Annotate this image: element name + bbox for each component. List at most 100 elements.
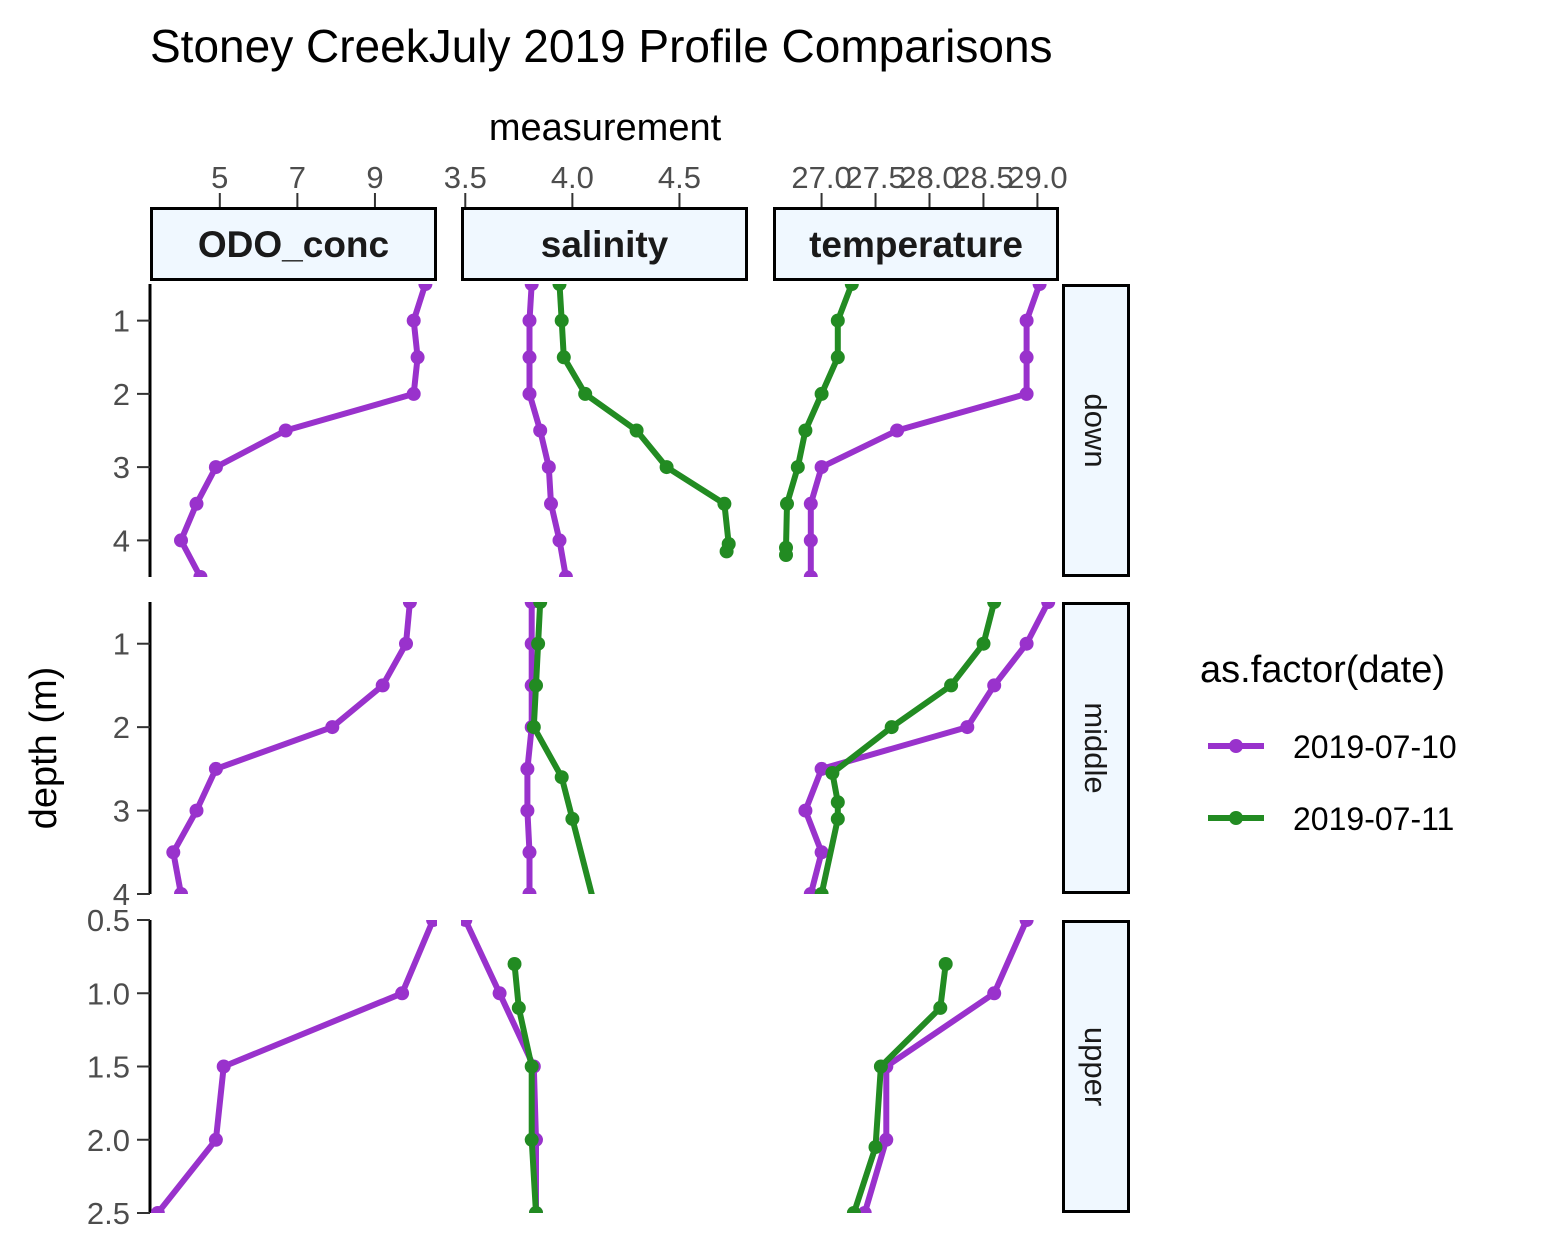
data-point-2019-07-11-salinity-upper-2 (524, 1059, 539, 1074)
series-line-2019-07-10-odo-conc-upper (154, 920, 437, 1213)
strip-label-upper: upper (1078, 1027, 1113, 1106)
data-point-2019-07-11-temperature-middle-5 (830, 795, 845, 810)
data-point-2019-07-10-salinity-middle-7 (522, 887, 537, 894)
panel-salinity-middle (520, 602, 595, 894)
y-axis-title: depth (m) (23, 667, 65, 830)
strip-label-temperature: temperature (809, 224, 1023, 265)
x-tick-label-temperature-27-5: 27.5 (845, 160, 905, 195)
panel-odo-conc-middle (166, 602, 417, 894)
strip-label-middle: middle (1078, 702, 1113, 793)
data-point-2019-07-10-temperature-upper-4 (857, 1206, 872, 1213)
data-point-2019-07-10-odo-conc-middle-6 (166, 845, 181, 860)
data-point-2019-07-11-salinity-middle-4 (554, 770, 569, 785)
data-point-2019-07-11-temperature-upper-1 (933, 1000, 948, 1015)
x-tick-label-odo-conc-9: 9 (366, 160, 383, 195)
panel-salinity-upper (461, 920, 543, 1213)
y-tick-label-middle-4: 4 (113, 877, 130, 912)
y-tick-label-down-2: 2 (113, 377, 130, 412)
data-point-2019-07-10-odo-conc-upper-2 (216, 1059, 231, 1074)
legend-label-2019-07-11: 2019-07-11 (1293, 801, 1454, 837)
data-point-2019-07-11-temperature-down-1 (830, 313, 845, 328)
strip-odo-conc (150, 207, 437, 281)
data-point-2019-07-10-temperature-down-3 (1019, 386, 1034, 401)
x-tick-label-temperature-29: 29.0 (1007, 160, 1067, 195)
data-point-2019-07-11-salinity-down-8 (719, 544, 734, 559)
data-point-2019-07-10-odo-conc-middle-5 (189, 803, 204, 818)
data-point-2019-07-10-salinity-down-7 (552, 533, 567, 548)
data-point-2019-07-11-salinity-middle-0 (533, 602, 548, 609)
series-line-2019-07-10-odo-conc-down (178, 284, 429, 577)
data-point-2019-07-11-temperature-middle-4 (825, 766, 840, 780)
x-tick-label-temperature-28-5: 28.5 (953, 160, 1013, 195)
data-point-2019-07-11-temperature-down-4 (798, 423, 813, 438)
legend-label-2019-07-10: 2019-07-10 (1293, 729, 1457, 765)
data-point-2019-07-11-temperature-middle-3 (884, 720, 899, 735)
y-tick-label-upper-1: 1.0 (87, 976, 130, 1011)
data-point-2019-07-10-salinity-down-4 (533, 423, 548, 438)
data-point-2019-07-11-salinity-middle-1 (531, 636, 546, 651)
series-line-2019-07-11-temperature-upper (850, 961, 949, 1213)
y-tick-label-upper-0-5: 0.5 (87, 903, 130, 938)
data-point-2019-07-11-salinity-down-3 (578, 386, 593, 401)
legend-marker-2019-07-10 (1229, 739, 1243, 753)
y-tick-label-middle-1: 1 (113, 627, 130, 662)
data-point-2019-07-11-temperature-down-0 (844, 284, 859, 291)
data-point-2019-07-11-salinity-middle-3 (526, 720, 541, 735)
chart-title: Stoney CreekJuly 2019 Profile Comparison… (150, 20, 1053, 72)
strip-down (1062, 284, 1130, 577)
panel-temperature-down (779, 284, 1047, 577)
data-point-2019-07-11-temperature-down-5 (790, 460, 805, 475)
data-point-2019-07-10-odo-conc-middle-4 (208, 761, 223, 776)
data-point-2019-07-10-temperature-middle-4 (814, 761, 829, 776)
data-point-2019-07-10-temperature-down-1 (1019, 313, 1034, 328)
panel-odo-conc-upper (150, 920, 437, 1213)
data-point-2019-07-10-odo-conc-down-0 (418, 284, 433, 291)
data-point-2019-07-10-temperature-middle-2 (987, 678, 1002, 693)
legend-title: as.factor(date) (1200, 649, 1445, 691)
data-point-2019-07-10-temperature-upper-3 (879, 1132, 894, 1147)
x-axis-title: measurement (489, 107, 722, 149)
panel-temperature-middle (798, 602, 1056, 894)
data-point-2019-07-11-salinity-upper-0 (507, 957, 522, 971)
data-point-2019-07-10-salinity-down-2 (522, 350, 537, 365)
data-point-2019-07-10-odo-conc-down-6 (189, 496, 204, 511)
x-tick-label-salinity-4: 4.0 (551, 160, 594, 195)
y-tick-label-down-1: 1 (113, 304, 130, 339)
data-point-2019-07-11-salinity-down-1 (554, 313, 569, 328)
data-point-2019-07-10-temperature-middle-3 (960, 720, 975, 735)
data-point-2019-07-10-temperature-down-6 (803, 496, 818, 511)
data-point-2019-07-10-temperature-down-5 (814, 460, 829, 475)
data-point-2019-07-10-temperature-middle-6 (814, 845, 829, 860)
strip-label-down: down (1078, 393, 1113, 467)
data-point-2019-07-11-temperature-down-2 (830, 350, 845, 365)
data-point-2019-07-10-temperature-middle-0 (1041, 602, 1056, 609)
strip-middle (1062, 602, 1130, 894)
panel-temperature-upper (846, 920, 1034, 1213)
data-point-2019-07-10-odo-conc-upper-1 (395, 986, 410, 1001)
x-tick-label-odo-conc-7: 7 (289, 160, 306, 195)
series-line-2019-07-10-temperature-middle (802, 602, 1052, 894)
data-point-2019-07-11-salinity-down-5 (659, 460, 674, 475)
data-point-2019-07-11-temperature-middle-1 (976, 636, 991, 651)
data-point-2019-07-11-temperature-upper-2 (873, 1059, 888, 1074)
data-point-2019-07-10-odo-conc-down-2 (410, 350, 425, 365)
data-point-2019-07-10-temperature-middle-7 (803, 887, 818, 894)
series-line-2019-07-10-odo-conc-middle (170, 602, 413, 894)
data-point-2019-07-10-salinity-upper-1 (492, 986, 507, 1001)
data-point-2019-07-10-salinity-middle-4 (520, 761, 535, 776)
data-point-2019-07-11-temperature-down-6 (780, 496, 794, 511)
data-point-2019-07-10-temperature-upper-1 (987, 986, 1002, 1001)
data-point-2019-07-11-salinity-upper-1 (511, 1000, 526, 1015)
data-point-2019-07-10-odo-conc-down-4 (278, 423, 293, 438)
y-tick-label-upper-2-5: 2.5 (87, 1196, 130, 1231)
data-point-2019-07-11-temperature-upper-0 (938, 957, 953, 971)
data-point-2019-07-10-salinity-down-5 (541, 460, 556, 475)
data-point-2019-07-11-salinity-down-6 (717, 496, 732, 511)
y-tick-label-down-3: 3 (113, 450, 130, 485)
data-point-2019-07-10-odo-conc-upper-4 (150, 1206, 165, 1213)
data-point-2019-07-11-temperature-down-3 (814, 386, 829, 401)
x-tick-label-temperature-28: 28.0 (899, 160, 959, 195)
x-tick-label-salinity-4-5: 4.5 (658, 160, 701, 195)
data-point-2019-07-11-temperature-upper-4 (846, 1206, 861, 1213)
data-point-2019-07-11-temperature-middle-2 (944, 678, 959, 693)
